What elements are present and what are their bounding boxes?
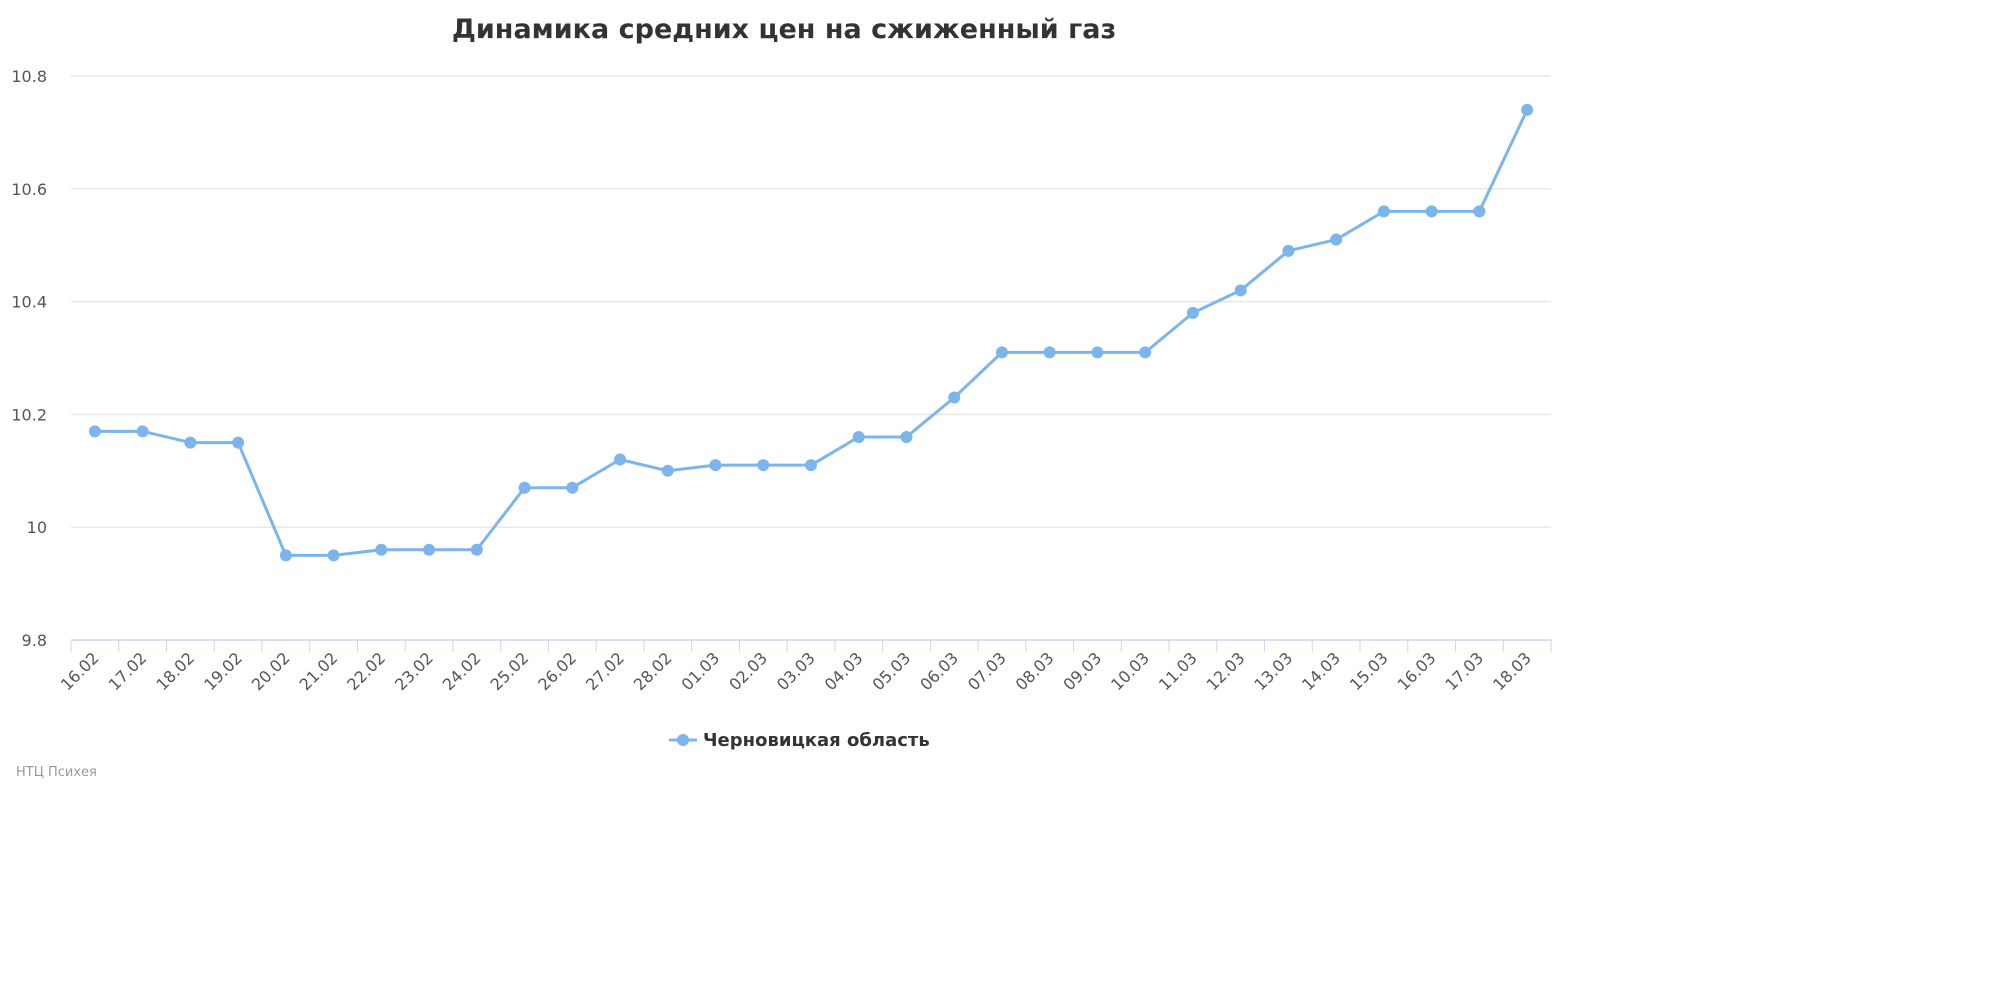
x-tick-label: 26.02 [534, 648, 580, 694]
y-tick-label: 10.2 [11, 405, 47, 424]
x-tick-label: 07.03 [964, 648, 1010, 694]
credits-label[interactable]: НТЦ Психея [16, 765, 97, 780]
data-point[interactable] [518, 481, 531, 494]
x-tick-label: 22.02 [343, 648, 389, 694]
data-point[interactable] [423, 543, 436, 556]
x-tick-label: 17.03 [1441, 648, 1487, 694]
data-point[interactable] [805, 459, 817, 472]
x-tick-label: 10.03 [1107, 648, 1153, 694]
x-tick-label: 24.02 [439, 648, 485, 694]
data-point[interactable] [1330, 233, 1343, 246]
x-tick-label: 14.03 [1298, 648, 1344, 694]
data-point[interactable] [136, 425, 149, 438]
x-tick-label: 15.03 [1346, 648, 1392, 694]
y-tick-label: 10.4 [11, 293, 47, 312]
data-point[interactable] [232, 436, 245, 449]
data-point[interactable] [1282, 244, 1295, 257]
y-tick-label: 10 [27, 518, 47, 537]
data-point[interactable] [1234, 284, 1247, 297]
x-axis: 16.02 17.02 18.02 19.02 20.02 21.02 22.02 23.02… [57, 639, 1552, 694]
legend[interactable]: Черновицкая область [669, 730, 930, 751]
x-tick-label: 05.03 [868, 648, 914, 694]
x-tick-label: 08.03 [1012, 648, 1058, 694]
data-point[interactable] [852, 430, 865, 443]
x-tick-label: 20.02 [248, 648, 294, 694]
data-point[interactable] [375, 543, 388, 556]
line-chart: Динамика средних цен на сжиженный газ 9.… [11, 14, 1552, 780]
data-point[interactable] [900, 430, 913, 443]
x-tick-label: 17.02 [105, 648, 151, 694]
x-tick-label: 18.03 [1489, 648, 1535, 694]
x-tick-label: 16.02 [57, 648, 103, 694]
x-tick-label: 23.02 [391, 648, 437, 694]
y-tick-label: 9.8 [22, 631, 47, 650]
data-point[interactable] [661, 464, 674, 477]
data-point[interactable] [1043, 346, 1056, 359]
x-tick-label: 12.03 [1203, 648, 1249, 694]
x-tick-label: 19.02 [200, 648, 246, 694]
x-tick-label: 01.03 [678, 648, 724, 694]
x-tick-label: 25.02 [487, 648, 533, 694]
data-point[interactable] [184, 436, 197, 449]
series-line[interactable] [93, 108, 1529, 557]
x-tick-label: 06.03 [916, 648, 962, 694]
data-point[interactable] [279, 549, 292, 562]
y-tick-label: 10.6 [11, 180, 47, 199]
data-point[interactable] [1377, 205, 1390, 218]
y-axis-labels: 9.8 10 10.2 10.4 10.6 10.8 [11, 67, 47, 650]
data-point[interactable] [614, 453, 627, 466]
chart-container: Динамика средних цен на сжиженный газ 9.… [11, 14, 1552, 780]
x-tick-label: 21.02 [296, 648, 342, 694]
data-point[interactable] [757, 459, 770, 472]
x-tick-label: 28.02 [630, 648, 676, 694]
x-tick-label: 04.03 [821, 648, 867, 694]
x-tick-label: 03.03 [773, 648, 819, 694]
y-tick-label: 10.8 [11, 67, 47, 86]
x-tick-label: 11.03 [1155, 648, 1201, 694]
data-point[interactable] [1186, 306, 1199, 319]
x-tick-label: 13.03 [1250, 648, 1296, 694]
x-tick-label: 18.02 [152, 648, 198, 694]
legend-label[interactable]: Черновицкая область [703, 730, 930, 751]
data-point[interactable] [1521, 103, 1534, 116]
x-tick-label: 09.03 [1059, 648, 1105, 694]
data-point[interactable] [470, 543, 483, 556]
x-tick-label: 02.03 [725, 648, 771, 694]
data-point[interactable] [1473, 205, 1486, 218]
grid-lines [71, 75, 1551, 528]
data-point[interactable] [327, 549, 340, 562]
data-point[interactable] [995, 346, 1008, 359]
chart-title: Динамика средних цен на сжиженный газ [452, 14, 1116, 45]
data-point[interactable] [709, 459, 722, 472]
data-point[interactable] [1091, 346, 1104, 359]
x-tick-label: 16.03 [1394, 648, 1440, 694]
data-point[interactable] [1139, 346, 1152, 359]
legend-marker-icon [677, 734, 689, 746]
data-point[interactable] [1425, 205, 1438, 218]
data-point[interactable] [948, 391, 961, 404]
data-point[interactable] [566, 481, 579, 494]
series-group[interactable] [88, 103, 1534, 562]
data-point[interactable] [88, 425, 101, 438]
x-tick-label: 27.02 [582, 648, 628, 694]
